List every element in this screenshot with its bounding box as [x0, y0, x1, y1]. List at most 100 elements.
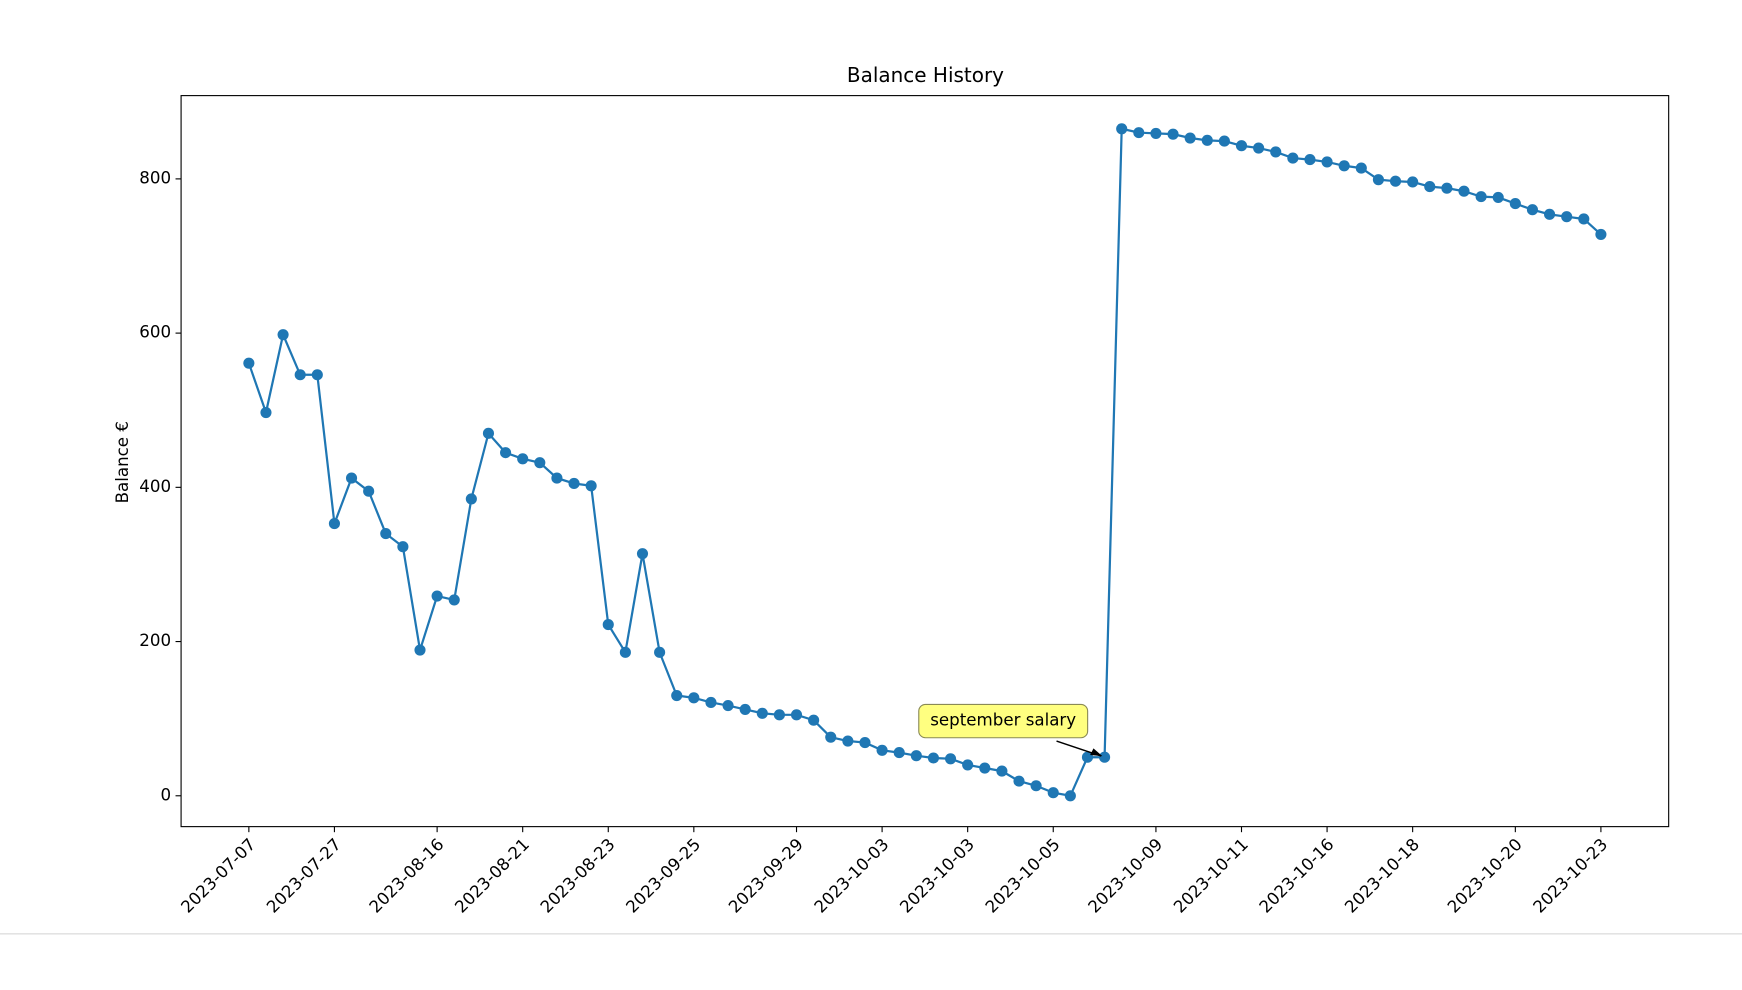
point	[944, 753, 957, 765]
point	[1595, 228, 1607, 240]
point	[790, 709, 803, 721]
point	[260, 406, 272, 419]
x-tick-label: 2023-10-16	[1256, 835, 1338, 917]
point	[1561, 211, 1573, 223]
point	[1270, 146, 1282, 158]
point	[996, 765, 1008, 777]
point	[363, 485, 375, 497]
point	[277, 329, 289, 341]
point	[1099, 751, 1111, 763]
x-tick-label: 2023-09-25	[622, 835, 704, 917]
marks: 0 200 400 600 800 2023-07-07 2023-07-27 2023-08…	[139, 123, 1611, 917]
point	[1475, 191, 1487, 203]
point	[619, 646, 631, 658]
point	[1458, 185, 1470, 197]
point	[328, 518, 340, 530]
point	[808, 714, 820, 726]
y-tick-label: 200	[139, 631, 171, 650]
point	[654, 646, 666, 658]
point	[500, 447, 512, 459]
point	[1064, 790, 1076, 802]
point	[517, 453, 529, 465]
x-tick-label: 2023-10-20	[1444, 835, 1526, 917]
x-tick-label: 2023-07-07	[177, 835, 259, 917]
y-tick-label: 600	[139, 323, 171, 342]
point	[1013, 775, 1025, 787]
point	[431, 590, 443, 602]
point	[979, 762, 991, 774]
annotation-box	[918, 703, 1089, 739]
x-tick-label: 2023-09-29	[725, 835, 807, 917]
point	[927, 752, 939, 764]
y-tick-label: 400	[139, 477, 171, 496]
annotation-text: september salary	[930, 711, 1076, 730]
point	[465, 493, 477, 505]
point	[962, 759, 974, 771]
point	[1235, 140, 1248, 152]
point	[1338, 160, 1350, 172]
point	[311, 369, 323, 381]
point	[294, 369, 306, 381]
point	[876, 744, 888, 756]
point	[1304, 154, 1316, 166]
x-tick-label: 2023-10-09	[1084, 835, 1166, 917]
point	[1424, 181, 1436, 193]
point	[397, 541, 409, 553]
y-tick-label: 0	[160, 785, 171, 804]
point	[1133, 127, 1145, 139]
point	[1492, 191, 1504, 203]
x-tick-label: 2023-10-05	[982, 835, 1064, 917]
point	[636, 548, 649, 560]
point	[893, 747, 905, 759]
x-tick-label: 2023-10-03	[811, 835, 893, 917]
point	[825, 731, 837, 743]
point	[671, 689, 683, 702]
point	[1441, 182, 1453, 194]
point	[1030, 780, 1042, 792]
point	[1218, 135, 1230, 147]
point	[1355, 162, 1367, 174]
point	[345, 472, 358, 484]
x-tick-label: 2023-10-18	[1341, 835, 1423, 917]
point	[1321, 156, 1333, 168]
point	[1253, 142, 1265, 154]
point	[1509, 198, 1521, 210]
point	[1184, 132, 1196, 144]
point	[756, 707, 768, 719]
x-tick-label: 2023-10-03	[896, 835, 978, 917]
plot-frame	[180, 95, 1670, 828]
point	[842, 735, 854, 747]
point	[1167, 128, 1179, 140]
point	[551, 472, 563, 484]
point	[1544, 208, 1556, 220]
point	[243, 357, 255, 369]
line	[247, 127, 1602, 798]
y-axis-label: Balance €	[113, 421, 132, 503]
point	[414, 644, 426, 656]
x-tick-label: 2023-07-27	[263, 835, 345, 917]
chart-title: Balance History	[847, 63, 1004, 87]
point	[448, 594, 460, 606]
point	[1116, 123, 1128, 135]
x-tick-label: 2023-10-11	[1170, 835, 1252, 917]
point	[1407, 176, 1419, 188]
point	[722, 700, 734, 712]
x-tick-label: 2023-10-23	[1529, 835, 1611, 917]
y-tick-label: 800	[139, 168, 171, 187]
point	[859, 737, 871, 749]
point	[1526, 204, 1539, 216]
x-tick-label: 2023-08-23	[537, 835, 619, 917]
point	[568, 477, 580, 490]
point	[1372, 174, 1384, 186]
point	[534, 457, 546, 469]
point	[1287, 152, 1299, 164]
point	[1201, 134, 1213, 146]
point	[602, 619, 614, 631]
point	[380, 528, 392, 540]
point	[482, 427, 495, 439]
point	[739, 703, 751, 715]
annotation-arrowhead	[1090, 748, 1103, 757]
point	[705, 696, 717, 709]
